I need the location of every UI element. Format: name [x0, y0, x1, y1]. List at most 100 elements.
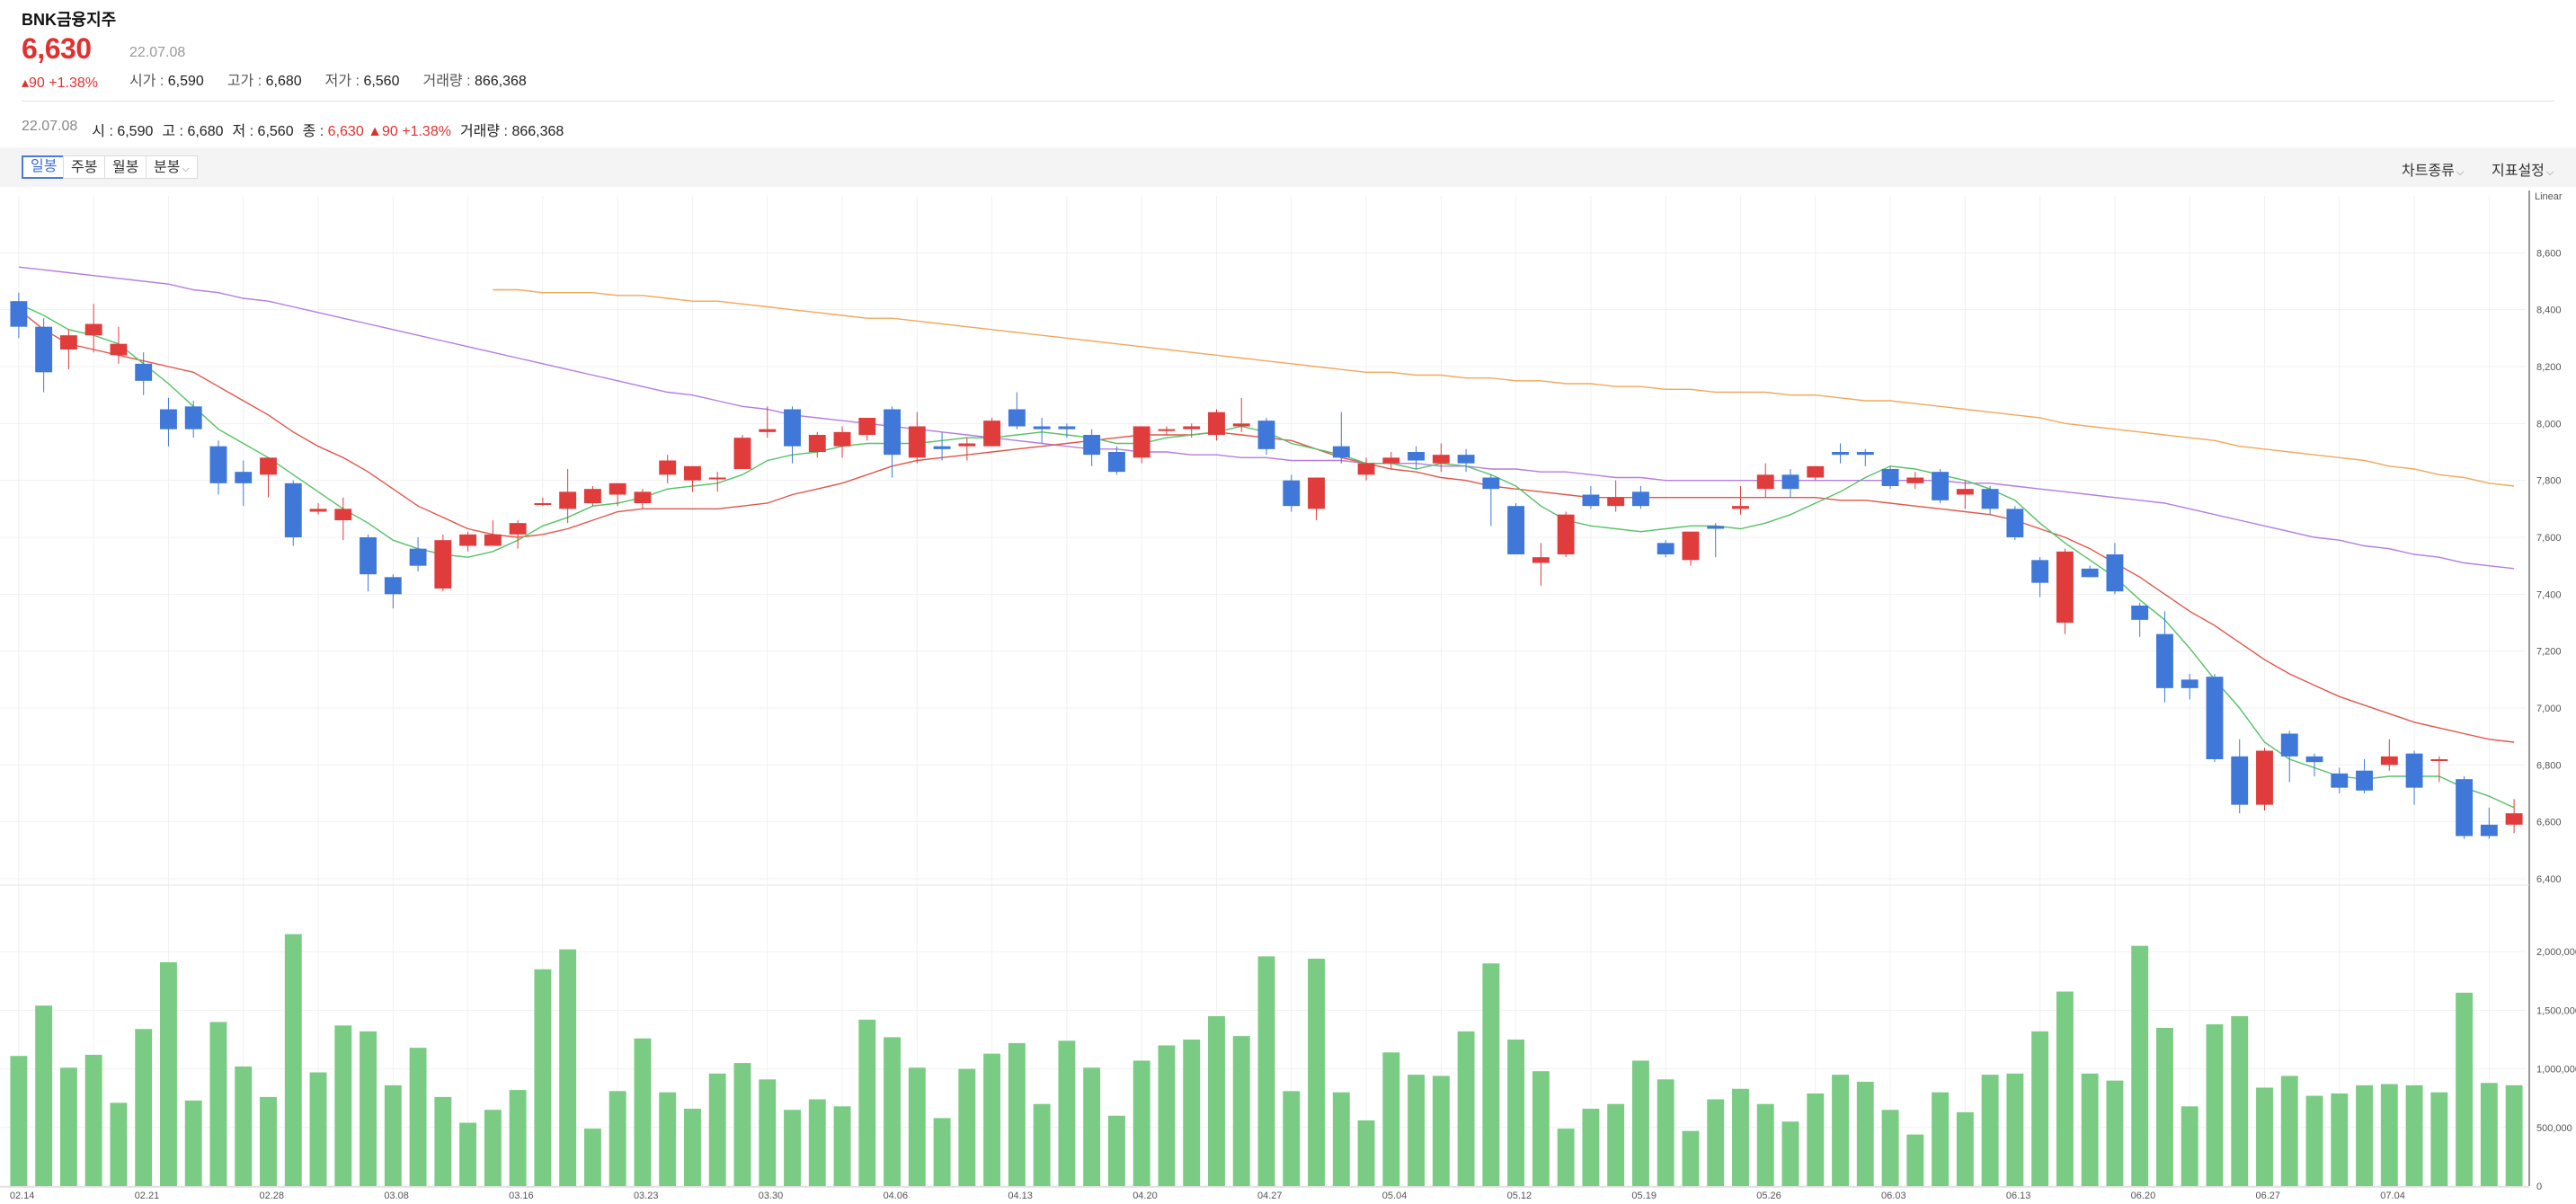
volume-tick-label: 500,000 [2536, 1123, 2572, 1134]
candle-down [1008, 409, 1026, 427]
volume-bar [608, 1091, 626, 1186]
volume-bar [1981, 1075, 1999, 1186]
volume-bar [908, 1067, 926, 1186]
candle-down [2206, 677, 2224, 759]
volume-bar [1133, 1060, 1150, 1186]
volume-bar [2356, 1084, 2373, 1186]
candlestick-series [10, 292, 2523, 839]
volume-bar [235, 1066, 253, 1186]
candle-up [484, 534, 502, 546]
candle-down [235, 472, 253, 483]
x-tick-label: 05.12 [1507, 1191, 1532, 1201]
volume-bar [59, 1067, 77, 1186]
volume-bar [334, 1025, 352, 1186]
candle-up [1382, 457, 1400, 464]
tab-weekly[interactable]: 주봉 [63, 155, 106, 179]
volume-bar [2505, 1084, 2523, 1186]
volume-bar [2131, 945, 2149, 1186]
candle-down [1631, 491, 1649, 507]
volume-bar [2106, 1080, 2124, 1186]
candle-up [84, 323, 102, 336]
stock-header: BNK금융지주 6,630 ▴90 +1.38% 22.07.08 시가 : 6… [0, 0, 2576, 101]
x-tick-label: 06.20 [2131, 1191, 2156, 1201]
volume-bar [634, 1038, 652, 1186]
volume-bar [1083, 1067, 1101, 1186]
info-close-label: 종 : [302, 124, 328, 139]
stat-open: 시가 : 6,590 [129, 68, 204, 90]
x-tick-label: 05.04 [1382, 1191, 1408, 1201]
candle-down [1781, 474, 1799, 490]
price-tick-label: 6,800 [2536, 760, 2562, 771]
candle-up [733, 438, 751, 469]
price-tick-label: 7,600 [2536, 533, 2562, 544]
info-high: 고 : 6,680 [162, 124, 224, 139]
header-divider [22, 101, 2554, 102]
price-tick-label: 8,400 [2536, 305, 2562, 316]
volume-bar [1582, 1108, 1600, 1186]
volume-bar [1807, 1093, 1825, 1186]
chevron-down-icon: ⌵ [2545, 167, 2554, 178]
tab-monthly[interactable]: 월봉 [104, 155, 147, 179]
volume-bar [808, 1099, 826, 1186]
volume-bar [2456, 992, 2474, 1186]
volume-bar [1657, 1079, 1674, 1186]
volume-tick-label: 1,000,000 [2536, 1065, 2576, 1076]
candle-down [1408, 452, 1426, 461]
volume-bar [1881, 1110, 1899, 1186]
candle-down [2006, 509, 2024, 537]
x-tick-label: 02.28 [260, 1191, 285, 1201]
volume-bar [733, 1063, 751, 1186]
volume-bar [1932, 1092, 1950, 1186]
chart-type-label: 차트종류 [2402, 164, 2455, 179]
candle-up [1232, 423, 1250, 427]
volume-tick-label: 0 [2536, 1182, 2542, 1192]
volume-bar [1532, 1071, 1550, 1186]
volume-bar [1707, 1099, 1725, 1186]
indicator-settings-button[interactable]: 지표설정 ⌵ [2492, 158, 2554, 180]
volume-bar [1482, 963, 1500, 1186]
candle-down [1981, 489, 1999, 509]
stat-label: 고가 : [227, 74, 266, 89]
candle-up [2380, 756, 2398, 766]
candle-down [1283, 480, 1301, 507]
stat-label: 거래량 : [422, 74, 475, 89]
stock-name: BNK금융지주 [22, 11, 117, 29]
candle-up [2430, 759, 2448, 761]
volume-bar [958, 1068, 976, 1186]
scale-label: Linear [2535, 191, 2563, 202]
candle-down [1707, 526, 1725, 529]
candle-up [434, 540, 452, 589]
chart-type-button[interactable]: 차트종류 ⌵ [2402, 158, 2464, 180]
x-tick-label: 06.27 [2255, 1191, 2280, 1201]
volume-bar [1257, 956, 1275, 1186]
stock-chart[interactable]: 6,400 6,600 6,800 7,000 7,200 7,400 7,600 7,800… [0, 190, 2576, 1204]
ma120-line [493, 288, 2515, 487]
candle-up [2505, 813, 2523, 825]
candle-down [1107, 452, 1125, 473]
volume-bar [2480, 1083, 2498, 1186]
volume-bar [509, 1090, 527, 1186]
candle-down [1033, 426, 1051, 429]
candle-down [1657, 543, 1674, 554]
volume-bar [2081, 1073, 2099, 1186]
candle-up [1732, 506, 1749, 509]
indicator-settings-label: 지표설정 [2492, 164, 2545, 179]
volume-bar [659, 1092, 677, 1186]
price-tick-label: 7,000 [2536, 704, 2562, 714]
volume-bar [583, 1129, 601, 1186]
x-tick-label: 04.20 [1133, 1191, 1158, 1201]
tab-daily[interactable]: 일봉 [22, 155, 67, 179]
candle-up [509, 523, 527, 535]
price-tick-label: 7,200 [2536, 647, 2562, 658]
volume-bar [884, 1037, 902, 1186]
volume-bar [1507, 1040, 1525, 1186]
info-date: 22.07.08 [22, 119, 78, 134]
candle-down [2456, 779, 2474, 837]
candle-up [858, 418, 876, 435]
candle-down [2106, 554, 2124, 592]
tab-minute[interactable]: 분봉 ⌵ [146, 155, 198, 179]
candle-up [2056, 551, 2074, 623]
x-tick-label: 05.19 [1631, 1191, 1657, 1201]
volume-bar [2031, 1031, 2049, 1186]
candle-up [684, 465, 701, 481]
